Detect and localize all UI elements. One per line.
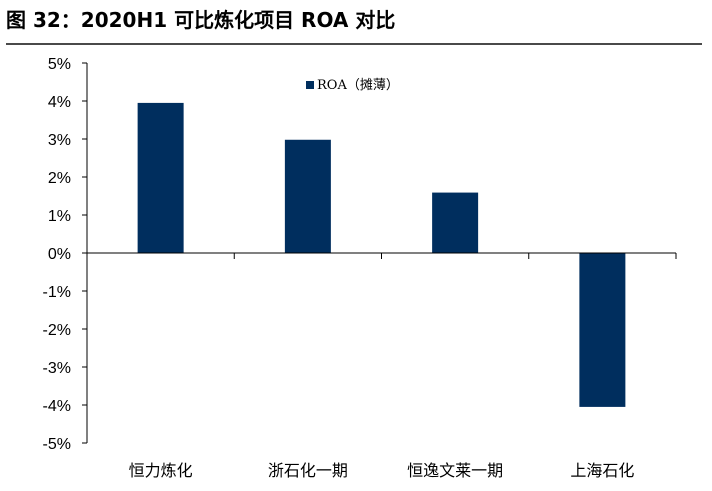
y-tick-label: -5%	[43, 436, 71, 453]
x-axis: 恒力炼化 浙石化一期 恒逸文莱一期 上海石化	[86, 252, 677, 480]
y-axis: 5% 4% 3% 2% 1% 0% -1% -2% -3% -4% -5%	[43, 56, 88, 453]
bar	[432, 192, 479, 253]
y-tick-label: -4%	[43, 398, 71, 415]
y-tick-label: 0%	[48, 246, 71, 263]
x-category-label: 恒力炼化	[129, 461, 193, 480]
legend-swatch	[306, 81, 314, 89]
bar	[579, 253, 626, 407]
y-tick-label: 3%	[48, 132, 71, 149]
y-tick-label: -1%	[43, 284, 71, 301]
y-tick-label: -3%	[43, 360, 71, 377]
y-tick-label: -2%	[43, 322, 71, 339]
y-tick-label: 4%	[48, 94, 71, 111]
x-category-label: 上海石化	[570, 461, 634, 480]
x-category-label: 浙石化一期	[268, 461, 348, 480]
title-divider	[6, 43, 702, 45]
x-category-label: 恒逸文莱一期	[407, 461, 503, 480]
bars	[137, 102, 626, 407]
legend-label: ROA（摊薄）	[317, 78, 399, 93]
chart-title: 图 32：2020H1 可比炼化项目 ROA 对比	[6, 8, 396, 32]
y-tick-label: 1%	[48, 208, 71, 225]
y-tick-label: 5%	[48, 56, 71, 73]
bar	[284, 139, 331, 253]
legend: ROA（摊薄）	[306, 78, 399, 93]
y-tick-label: 2%	[48, 170, 71, 187]
bar	[137, 102, 184, 254]
